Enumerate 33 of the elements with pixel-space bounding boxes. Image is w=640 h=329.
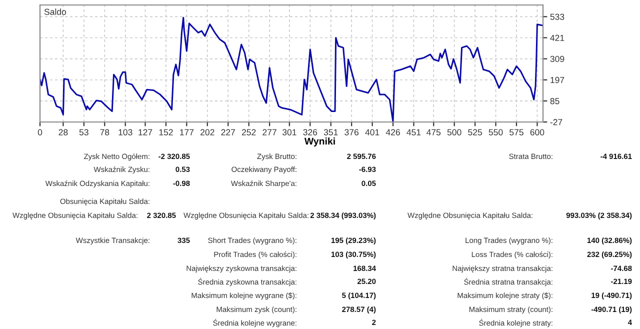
x-tick-label: 351 <box>324 129 338 136</box>
x-tick-label: 103 <box>118 129 132 136</box>
x-tick-label: 227 <box>221 129 235 136</box>
y-tick-label: 533 <box>550 14 564 20</box>
x-tick-label: 0 <box>38 129 42 136</box>
x-tick-label: 301 <box>282 129 296 136</box>
x-tick-label: 152 <box>159 129 173 136</box>
y-tick-label: 197 <box>550 76 564 84</box>
x-tick-label: 550 <box>488 129 503 136</box>
chart-title: Saldo <box>44 8 66 15</box>
x-tick-label: 78 <box>100 129 110 136</box>
y-tick-label: 309 <box>550 56 564 62</box>
x-tick-label: 252 <box>242 129 256 136</box>
x-tick-label: 575 <box>510 129 524 136</box>
x-tick-label: 500 <box>447 129 462 136</box>
x-tick-label: 475 <box>426 129 441 136</box>
x-tick-label: 277 <box>262 129 276 136</box>
x-tick-label: 177 <box>180 129 194 136</box>
x-tick-label: 401 <box>365 129 380 136</box>
x-tick-label: 426 <box>386 129 400 136</box>
x-tick-label: 600 <box>530 129 544 136</box>
x-tick-label: 28 <box>58 129 68 136</box>
y-tick-label: 421 <box>550 34 564 41</box>
x-tick-label: 525 <box>468 129 482 136</box>
x-tick-label: 202 <box>200 129 214 136</box>
y-tick-label: -27 <box>550 119 562 126</box>
x-tick-label: 127 <box>138 129 152 136</box>
x-tick-label: 451 <box>406 129 421 136</box>
y-tick-label: 85 <box>550 98 560 104</box>
x-tick-label: 326 <box>303 129 318 136</box>
x-tick-label: 376 <box>344 129 358 136</box>
x-tick-label: 53 <box>79 129 88 136</box>
text: Wyniki <box>304 137 335 147</box>
